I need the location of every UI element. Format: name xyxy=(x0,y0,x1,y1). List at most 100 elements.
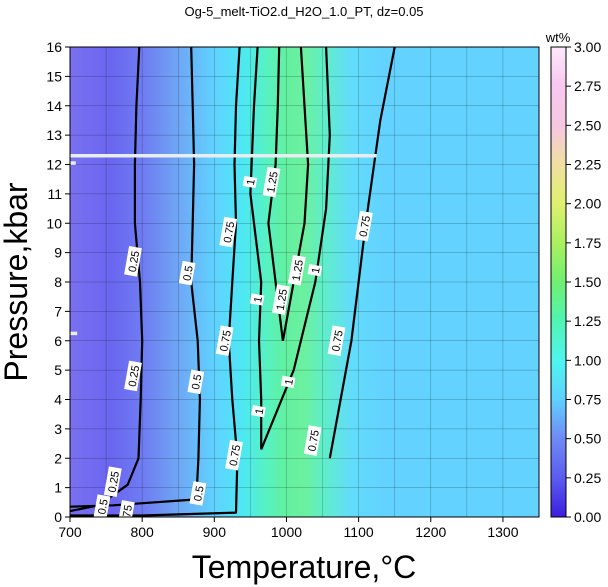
contour-label: 0.75 xyxy=(355,210,374,242)
contour-label-bg xyxy=(215,325,234,357)
contour-label-bg xyxy=(225,439,243,471)
contour-label: 0.75 xyxy=(116,500,136,527)
contour-label-text: 0.75 xyxy=(358,215,374,238)
contour-label-bg xyxy=(287,254,306,286)
colorbar-gradient xyxy=(550,46,567,518)
contour-label-text: 1.25 xyxy=(291,259,307,282)
contour-label-text: 0.75 xyxy=(222,221,238,244)
colorbar-tick-label: 2.50 xyxy=(574,117,601,133)
x-tick-label: 800 xyxy=(130,524,154,540)
colorbar-label: wt% xyxy=(545,30,571,45)
contour-label-text: 1.25 xyxy=(265,171,281,194)
y-tick-label: 10 xyxy=(46,215,62,231)
contour-label-text: 1 xyxy=(245,178,258,186)
colorbar-tick-label: 1.00 xyxy=(574,352,601,368)
colorbar-tick-label: 2.75 xyxy=(574,78,601,94)
contour-line xyxy=(249,47,263,450)
contour-label-bg xyxy=(307,264,323,277)
y-tick-label: 4 xyxy=(54,392,62,408)
plot-area: 0.25 0.25 0.25 0.5 0.5 0.5 0.5 0.75 0.75 0.75 0.75… xyxy=(70,47,539,527)
contour-label: 1.25 xyxy=(262,166,281,198)
y-tick-label: 15 xyxy=(46,68,62,84)
contour-label-bg xyxy=(187,369,205,395)
y-tick-label: 12 xyxy=(46,157,62,173)
contour-label-text: 0.75 xyxy=(330,329,346,352)
contour-label: 0.25 xyxy=(103,466,123,498)
contour-label-text: 0.75 xyxy=(218,329,234,352)
contour-label-bg xyxy=(116,500,135,517)
contour-label-bg xyxy=(355,210,373,242)
y-tick-label: 8 xyxy=(54,274,62,290)
contour-label-text: 0.75 xyxy=(306,429,322,452)
contour-label: 1.25 xyxy=(272,284,291,315)
y-tick-label: 16 xyxy=(46,39,62,55)
y-tick-label: 1 xyxy=(54,480,62,496)
contour-label-bg xyxy=(93,494,111,517)
contour-label: 0.25 xyxy=(124,360,143,392)
contour-label-bg xyxy=(272,284,290,315)
x-axis-ticks: 700 800 900 1000 1100 1200 1300 xyxy=(58,517,519,540)
y-tick-label: 0 xyxy=(54,509,62,525)
contour-label-text: 0.25 xyxy=(127,365,143,388)
colorbar-tick-label: 1.25 xyxy=(574,313,601,329)
x-tick-label: 1200 xyxy=(415,524,446,540)
contour-label-text: 1 xyxy=(283,378,296,386)
contour-label-text: 0.25 xyxy=(127,250,143,273)
contour-label: 0.5 xyxy=(178,260,196,286)
x-tick-label: 1100 xyxy=(344,524,374,540)
colorbar-tick-label: 0.00 xyxy=(574,509,601,525)
contour-label-text: 1 xyxy=(252,296,265,304)
contour-label: 0.75 xyxy=(215,325,234,357)
contour-label-bg xyxy=(303,425,322,456)
y-tick-label: 7 xyxy=(54,303,62,319)
contour-label-bg xyxy=(178,260,196,286)
contour-label: 0.75 xyxy=(303,425,322,456)
contour-label: 0.5 xyxy=(93,494,111,517)
y-tick-label: 3 xyxy=(54,421,62,437)
colorbar-tick-label: 0.50 xyxy=(574,431,601,447)
contour-label-text: 0.25 xyxy=(107,470,123,493)
contour-label-text: 1 xyxy=(310,266,323,274)
y-tick-label: 5 xyxy=(54,362,62,378)
colorbar-tick-label: 0.25 xyxy=(574,470,601,486)
contour-label-bg xyxy=(242,175,258,189)
x-axis-label: Temperature,°C xyxy=(192,549,416,585)
contour-label-bg xyxy=(262,166,281,198)
contour-label: 0.75 xyxy=(225,439,243,471)
contour-label-text: 0.5 xyxy=(181,265,195,282)
y-tick-label: 13 xyxy=(46,127,62,143)
y-tick-label: 11 xyxy=(47,186,62,202)
contour-line xyxy=(70,47,201,508)
contour-label-bg xyxy=(251,405,266,418)
x-tick-label: 1300 xyxy=(487,524,518,540)
contour-label-text: 0.5 xyxy=(190,373,204,390)
y-tick-label: 14 xyxy=(46,98,62,114)
x-tick-label: 700 xyxy=(58,524,82,540)
contour-label-bg xyxy=(219,216,238,248)
contour-label-text: 1.25 xyxy=(275,288,291,311)
contour-line xyxy=(70,47,144,513)
chart-title: Og-5_melt-TiO2.d_H2O_1.0_PT, dz=0.05 xyxy=(184,4,423,19)
contour-label-text: 0.5 xyxy=(96,498,110,515)
y-tick-label: 6 xyxy=(54,333,62,349)
contour-label: 0.5 xyxy=(189,481,207,506)
x-tick-label: 1000 xyxy=(271,524,302,540)
white-lines xyxy=(70,153,377,336)
colorbar-tick-label: 2.25 xyxy=(574,157,601,173)
colorbar-tick-label: 2.00 xyxy=(574,196,601,212)
colorbar: wt% 0.00 0.25 0.50 0.75 1.00 1.25 1.50 1.75 2.00… xyxy=(545,30,602,525)
contour-label: 1 xyxy=(251,405,267,418)
contour-label-text: 0.5 xyxy=(192,485,206,502)
contour-label-text: 0.75 xyxy=(120,504,136,527)
contour-label: 1 xyxy=(280,375,296,388)
contour-label-bg xyxy=(280,375,296,388)
colorbar-tick-label: 3.00 xyxy=(574,39,601,55)
y-axis-label: Pressure,kbar xyxy=(0,182,34,382)
contour-label: 0.75 xyxy=(219,216,238,248)
contour-label: 1 xyxy=(307,264,323,277)
colorbar-tick-label: 1.50 xyxy=(574,274,601,290)
contour-label-text: 1 xyxy=(254,407,267,415)
contour-label-bg xyxy=(327,325,346,357)
contour-label: 0.5 xyxy=(187,369,205,395)
